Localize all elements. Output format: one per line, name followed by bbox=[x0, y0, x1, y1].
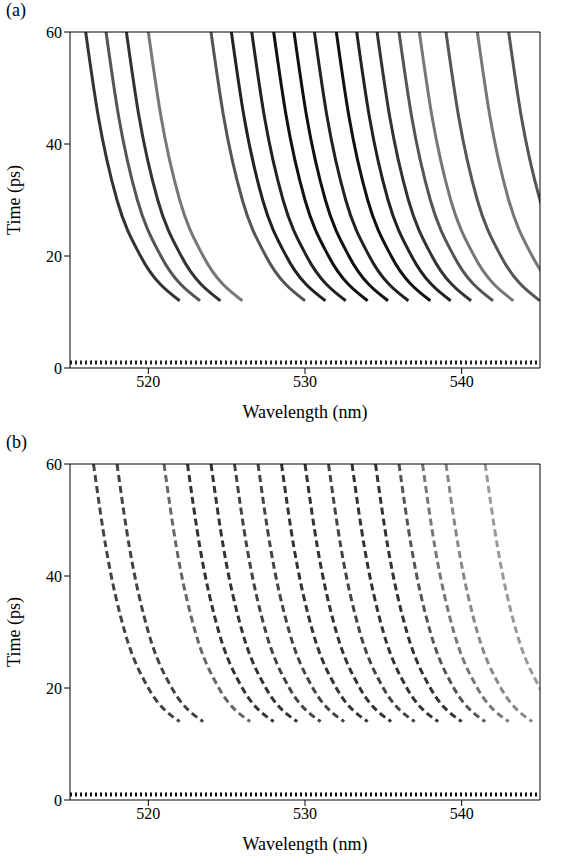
svg-text:Wavelength (nm): Wavelength (nm) bbox=[242, 834, 367, 855]
svg-text:40: 40 bbox=[46, 136, 62, 153]
svg-text:60: 60 bbox=[46, 24, 62, 41]
html-text:(b): (b) bbox=[6, 432, 27, 452]
svg-text:0: 0 bbox=[54, 360, 62, 377]
svg-text:0: 0 bbox=[54, 792, 62, 809]
svg-text:Wavelength (nm): Wavelength (nm) bbox=[242, 402, 367, 423]
svg-text:530: 530 bbox=[293, 805, 317, 822]
svg-text:540: 540 bbox=[450, 805, 474, 822]
svg-text:60: 60 bbox=[46, 456, 62, 473]
svg-text:Time (ps): Time (ps) bbox=[4, 165, 25, 235]
svg-text:530: 530 bbox=[293, 373, 317, 390]
svg-text:40: 40 bbox=[46, 568, 62, 585]
svg-text:540: 540 bbox=[450, 373, 474, 390]
svg-text:Time (ps): Time (ps) bbox=[4, 597, 25, 667]
svg-text:20: 20 bbox=[46, 248, 62, 265]
svg-text:520: 520 bbox=[136, 373, 160, 390]
svg-text:520: 520 bbox=[136, 805, 160, 822]
html-text:(a): (a) bbox=[6, 0, 26, 20]
svg-text:20: 20 bbox=[46, 680, 62, 697]
